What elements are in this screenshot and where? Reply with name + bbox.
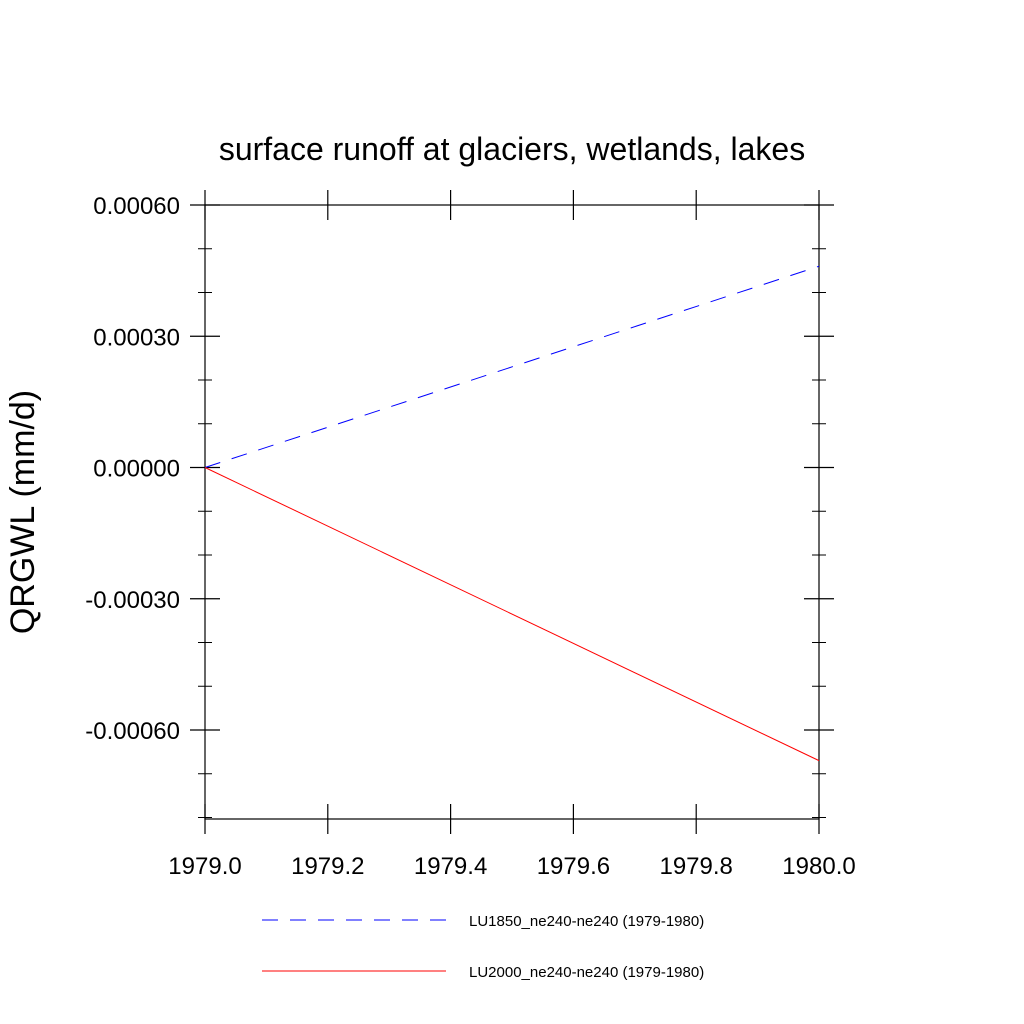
x-tick-label: 1979.6: [537, 853, 610, 880]
y-axis-label: QRGWL (mm/d): [4, 390, 42, 634]
x-tick-label: 1979.8: [659, 853, 732, 880]
y-tick-label: 0.00060: [93, 193, 180, 220]
legend: LU1850_ne240-ne240 (1979-1980) LU2000_ne2…: [262, 913, 704, 981]
series-lines: [204, 265, 820, 762]
legend-label: LU1850_ne240-ne240 (1979-1980): [469, 913, 704, 930]
series-line: [204, 467, 820, 762]
x-tick-label: 1979.0: [168, 853, 241, 880]
x-axis-ticks: 1979.0 1979.2 1979.4 1979.6 1979.8 1980.0: [168, 190, 856, 880]
series-line: [204, 265, 820, 468]
y-axis-ticks: 0.00060 0.00030 0.00000 -0.00030 -0.00060: [85, 193, 834, 818]
x-tick-label: 1980.0: [782, 853, 855, 880]
x-tick-label: 1979.4: [414, 853, 487, 880]
legend-label: LU2000_ne240-ne240 (1979-1980): [469, 964, 704, 981]
y-tick-label: 0.00030: [93, 324, 180, 351]
y-tick-label: 0.00000: [93, 456, 180, 483]
chart-title: surface runoff at glaciers, wetlands, la…: [219, 131, 805, 167]
y-tick-label: -0.00060: [85, 718, 180, 745]
plot-frame: [204, 204, 820, 820]
y-tick-label: -0.00030: [85, 587, 180, 614]
x-tick-label: 1979.2: [291, 853, 364, 880]
